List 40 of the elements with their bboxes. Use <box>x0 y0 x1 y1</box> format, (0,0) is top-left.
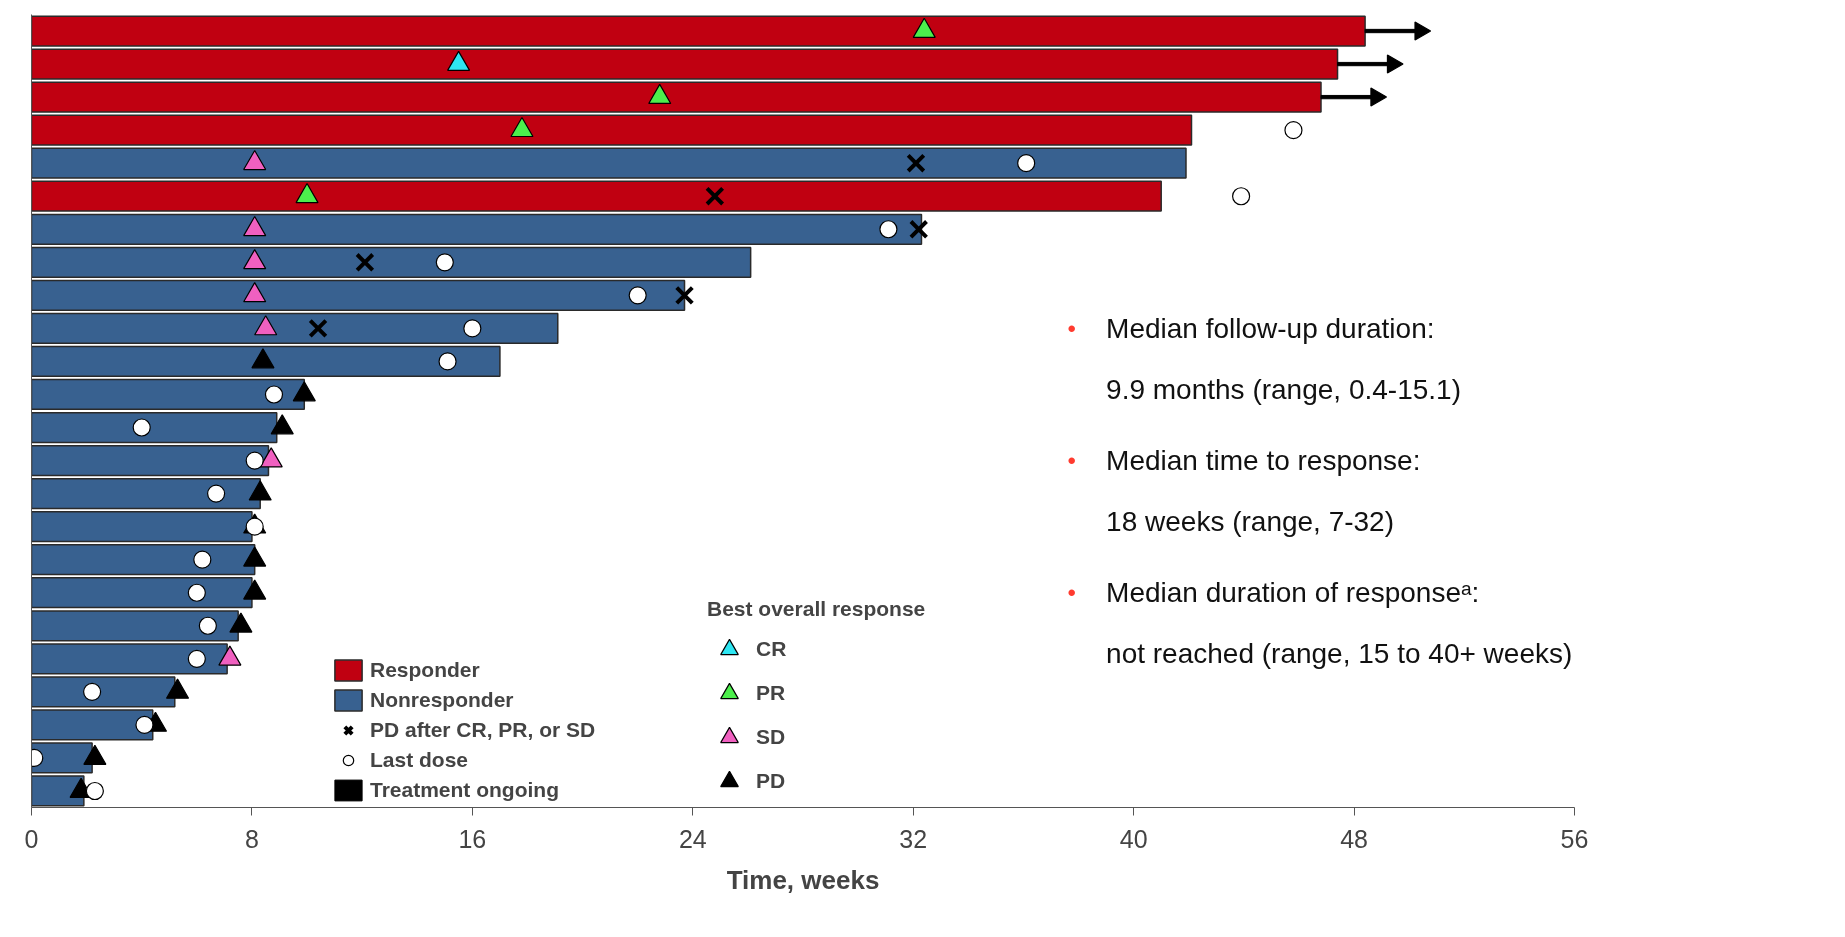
legend-label: CR <box>756 636 787 662</box>
text: • Median duration of responseᵃ: not reached (range, 15 to 40+ weeks) <box>1067 577 1573 670</box>
bar <box>31 444 270 477</box>
legend-label: PD after CR, PR, or SD <box>370 717 596 743</box>
x-tick-label: 16 <box>458 824 487 853</box>
x-tick-label: 56 <box>1560 824 1589 853</box>
legend-label: PD <box>756 768 786 794</box>
x-axis-title: Time, weeks <box>726 864 880 895</box>
bar <box>31 477 261 510</box>
legend-label: Nonresponder <box>370 687 514 713</box>
bar <box>31 345 501 378</box>
x-tick-label: 40 <box>1119 824 1148 853</box>
bar <box>31 511 253 543</box>
bar <box>31 378 306 411</box>
text: • Median time to response: 18 weeks (range, 7-32) <box>1067 445 1421 538</box>
legend-label: Treatment ongoing <box>370 777 559 803</box>
legend-label: SD <box>756 724 786 750</box>
legend-label: Last dose <box>370 747 469 773</box>
x-tick-label: 48 <box>1340 824 1368 853</box>
bar <box>31 577 253 609</box>
x-tick-label: 8 <box>244 824 259 853</box>
bar <box>31 114 1193 146</box>
bar <box>31 147 1187 179</box>
legend-title: Best overall response <box>707 597 926 621</box>
bar <box>31 411 278 444</box>
bar <box>31 610 239 642</box>
bar <box>31 544 256 576</box>
x-tick-label: 24 <box>678 824 707 853</box>
bar <box>31 180 1162 212</box>
bar <box>31 279 686 311</box>
x-tick-label: 0 <box>24 824 39 853</box>
bar <box>31 213 923 245</box>
legend-label: PR <box>756 680 786 706</box>
bar <box>31 246 752 278</box>
legend-label: Responder <box>370 657 480 683</box>
text: • Median follow-up duration: 9.9 months (range, 0.4-15.1) <box>1067 312 1461 406</box>
bar <box>31 643 228 675</box>
bar <box>31 676 176 708</box>
bar <box>31 312 559 345</box>
x-tick-label: 32 <box>899 824 928 853</box>
